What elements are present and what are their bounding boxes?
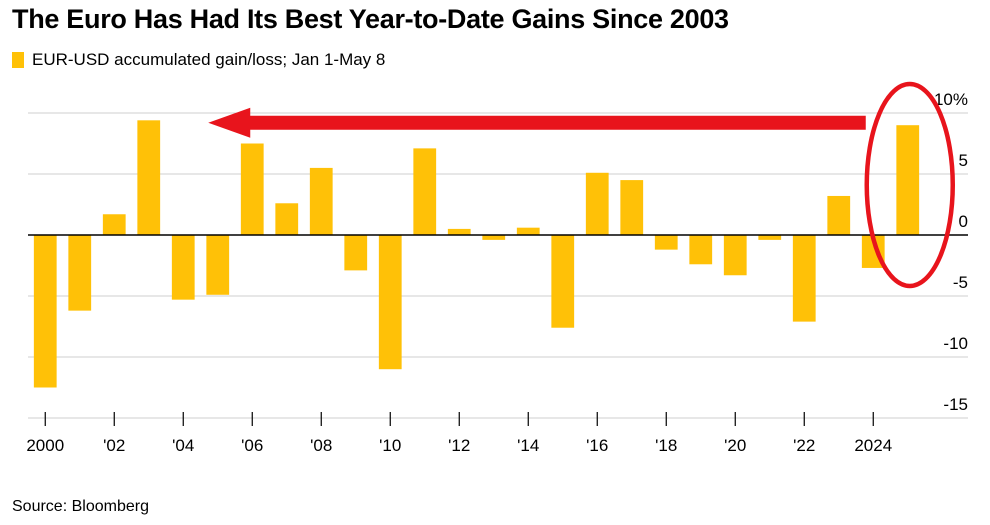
x-tick-label: '14: [517, 436, 539, 455]
y-tick-label: 0: [959, 212, 968, 231]
x-tick-label: '04: [172, 436, 194, 455]
x-tick-label: '10: [379, 436, 401, 455]
bar-chart: 10% 5 0 -5 -10 -15 2000 '02 '04 '06 '08 '10 '12 '14 '1…: [26, 81, 968, 455]
bar-2006: [240, 143, 264, 235]
red-arrow-head-icon: [208, 107, 251, 138]
y-tick-label: -5: [953, 273, 968, 292]
bar-2000: [33, 235, 57, 388]
axes: 10% 5 0 -5 -10 -15 2000 '02 '04 '06 '08 '10 '12 '14 '1…: [26, 90, 968, 455]
bar-2004: [171, 235, 195, 300]
bar-2014: [516, 227, 540, 235]
x-tick-label: '02: [103, 436, 125, 455]
bar-2009: [344, 235, 368, 271]
y-tick-label: -10: [943, 334, 968, 353]
bar-2015: [551, 235, 575, 328]
bar-2010: [378, 235, 402, 370]
bar-2017: [620, 180, 644, 235]
bar-2013: [482, 235, 506, 240]
source-note: Source: Bloomberg: [12, 498, 149, 515]
legend: EUR-USD accumulated gain/loss; Jan 1-May…: [12, 50, 385, 70]
y-tick-label: 10%: [934, 90, 968, 109]
bar-2022: [792, 235, 816, 322]
bar-2012: [447, 228, 471, 235]
x-tick-label: 2024: [854, 436, 892, 455]
annotations: [208, 81, 955, 289]
y-tick-label: 5: [959, 151, 968, 170]
bar-2016: [585, 172, 609, 235]
red-circle-highlight: [864, 81, 955, 289]
bar-2002: [102, 214, 126, 235]
x-tick-label: '08: [310, 436, 332, 455]
bar-2020: [723, 235, 747, 276]
legend-swatch: [12, 52, 24, 68]
bar-2003: [137, 120, 161, 235]
y-tick-label: -15: [943, 395, 968, 414]
bar-2019: [689, 235, 713, 265]
legend-label: EUR-USD accumulated gain/loss; Jan 1-May…: [32, 50, 386, 69]
bar-2007: [275, 203, 299, 235]
gridlines: [28, 112, 968, 419]
bars: [33, 120, 920, 388]
bar-2023: [827, 195, 851, 235]
x-tick-label: '16: [586, 436, 608, 455]
bar-2008: [309, 167, 333, 235]
bar-2025: [896, 125, 920, 235]
chart-title: The Euro Has Had Its Best Year-to-Date G…: [12, 4, 729, 34]
bar-2005: [206, 235, 230, 295]
x-tick-label: '18: [655, 436, 677, 455]
x-tick-label: 2000: [26, 436, 64, 455]
x-tick-label: '20: [724, 436, 746, 455]
bar-2021: [758, 235, 782, 240]
bar-2018: [654, 235, 678, 250]
bar-2001: [68, 235, 92, 311]
bar-2011: [413, 148, 437, 235]
x-tick-label: '22: [793, 436, 815, 455]
x-tick-label: '12: [448, 436, 470, 455]
x-tick-label: '06: [241, 436, 263, 455]
